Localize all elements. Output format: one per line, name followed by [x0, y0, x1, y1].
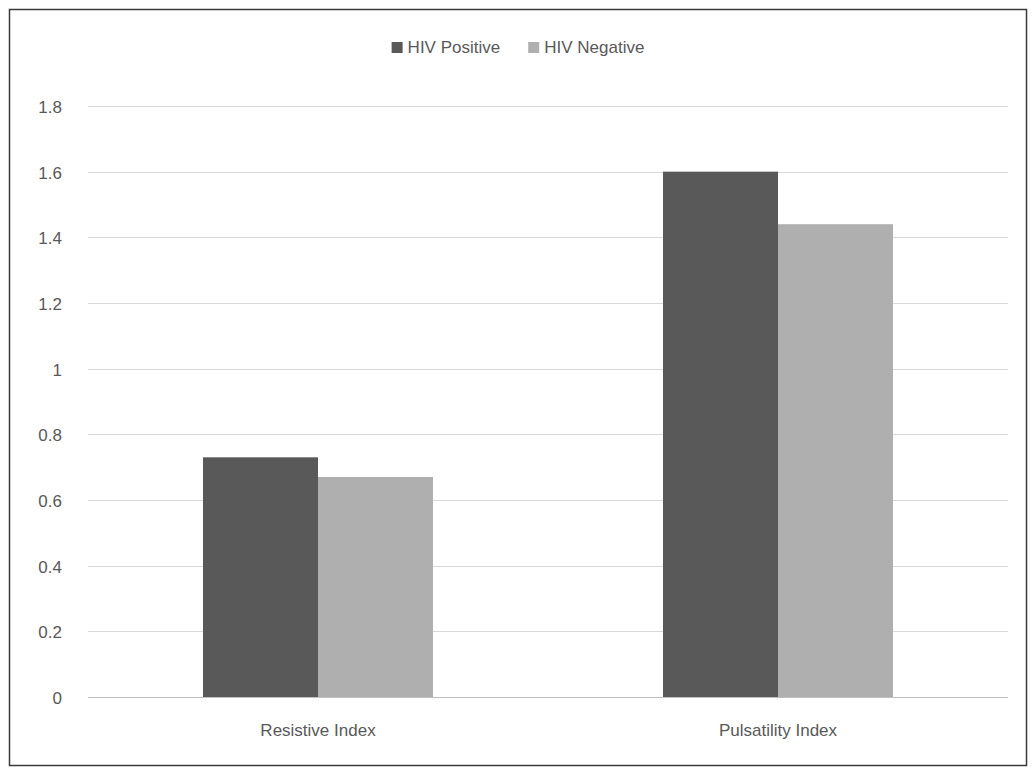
grid-line: [88, 172, 1008, 173]
background: [0, 0, 1036, 777]
y-tick-label: 0: [53, 689, 62, 708]
chart-svg: 0 0.2 0.4 0.6 0.8 1 1.2 1.4 1.6 1.8 Resistive Inde…: [0, 0, 1036, 777]
bars: [203, 172, 893, 697]
legend-item: HIV Negative: [528, 38, 644, 57]
legend-swatch: [528, 42, 539, 53]
y-tick-label: 1.6: [38, 164, 62, 183]
grid-line: [88, 106, 1008, 107]
bar: [778, 224, 893, 697]
y-tick-label: 0.8: [38, 426, 62, 445]
chart-container: 0 0.2 0.4 0.6 0.8 1 1.2 1.4 1.6 1.8 Resistive Inde…: [0, 0, 1036, 777]
y-tick-label: 0.2: [38, 623, 62, 642]
legend-swatch: [392, 42, 403, 53]
bar: [203, 457, 318, 697]
legend-label: HIV Positive: [408, 38, 501, 57]
y-tick-label: 1.4: [38, 229, 62, 248]
y-tick-label: 1.8: [38, 98, 62, 117]
x-tick-label: Pulsatility Index: [719, 721, 838, 740]
legend-item: HIV Positive: [392, 38, 501, 57]
y-tick-label: 1.2: [38, 295, 62, 314]
grid-line: [88, 697, 1008, 698]
legend: HIV Positive HIV Negative: [392, 38, 645, 57]
bar: [318, 477, 433, 697]
bar: [663, 172, 778, 697]
y-tick-label: 1: [53, 361, 62, 380]
y-tick-label: 0.6: [38, 492, 62, 511]
legend-label: HIV Negative: [544, 38, 644, 57]
grid: [88, 107, 1008, 698]
y-tick-label: 0.4: [38, 558, 62, 577]
x-tick-label: Resistive Index: [260, 721, 376, 740]
chart-border: [10, 10, 1027, 766]
